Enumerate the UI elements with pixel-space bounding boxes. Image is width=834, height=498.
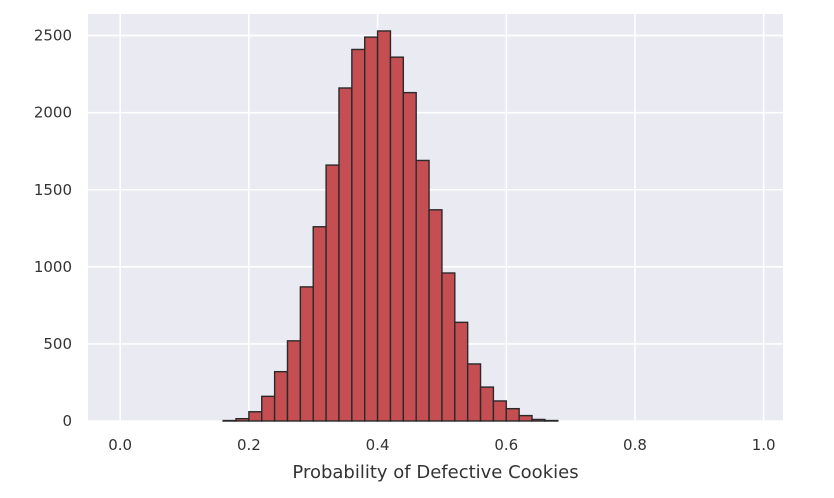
x-tick-label-2: 0.4 — [366, 436, 390, 454]
histogram-bar-17 — [441, 272, 456, 422]
histogram-bar-21 — [492, 400, 507, 422]
x-tick-label-1: 0.2 — [237, 436, 261, 454]
histogram-bar-3 — [261, 395, 276, 422]
y-tick-label-3: 1500 — [34, 181, 72, 199]
histogram-bar-23 — [518, 414, 533, 422]
histogram-bar-20 — [479, 386, 495, 422]
x-tick-label-3: 0.6 — [494, 436, 518, 454]
histogram-bar-18 — [454, 321, 469, 422]
histogram-bar-22 — [505, 407, 520, 422]
histogram-bars — [222, 30, 559, 422]
histogram-bar-24 — [531, 418, 546, 422]
histogram-bar-15 — [415, 159, 430, 422]
histogram-bar-2 — [248, 411, 263, 422]
y-tick-label-1: 500 — [43, 335, 72, 353]
histogram-bar-11 — [364, 36, 379, 422]
histogram-bar-9 — [338, 87, 353, 422]
histogram-bar-14 — [402, 91, 417, 422]
y-tick-label-0: 0 — [62, 412, 72, 430]
histogram-bar-6 — [299, 286, 314, 422]
histogram-bar-16 — [428, 209, 443, 422]
histogram-bar-4 — [273, 370, 289, 422]
histogram-bar-1 — [235, 417, 250, 422]
x-axis-label: Probability of Defective Cookies — [292, 462, 578, 483]
x-tick-label-5: 1.0 — [752, 436, 776, 454]
histogram-bar-25 — [544, 419, 559, 422]
histogram-bar-19 — [466, 363, 482, 422]
histogram-bar-0 — [222, 419, 237, 422]
histogram-bar-8 — [325, 164, 340, 422]
x-tick-label-0: 0.0 — [108, 436, 132, 454]
histogram-bar-5 — [286, 340, 302, 422]
histogram-bar-13 — [389, 56, 405, 422]
histogram-bar-7 — [312, 226, 327, 422]
y-tick-label-5: 2500 — [34, 27, 72, 45]
tick-labels: 0.0 0.2 0.4 0.6 0.8 1.0 0 500 1000 1500 2000 2500 — [34, 27, 776, 454]
histogram-bar-12 — [376, 30, 392, 422]
x-tick-label-4: 0.8 — [623, 436, 647, 454]
histogram-bar-10 — [351, 48, 366, 422]
y-tick-label-2: 1000 — [34, 258, 72, 276]
y-tick-label-4: 2000 — [34, 104, 72, 122]
